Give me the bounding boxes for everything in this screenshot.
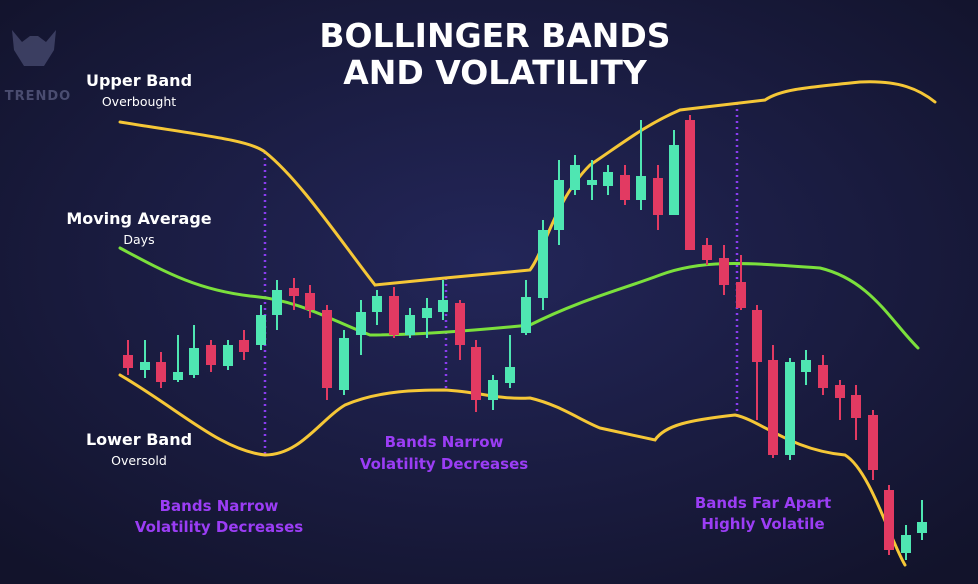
candle xyxy=(554,160,564,245)
candle xyxy=(917,500,927,540)
label-title: Upper Band xyxy=(86,71,192,90)
logo-text: TRENDO xyxy=(5,89,71,104)
candle xyxy=(884,485,894,555)
title-line: BOLLINGER BANDS xyxy=(319,16,670,55)
candle xyxy=(206,340,216,372)
label-title: Moving Average xyxy=(66,209,211,228)
candle xyxy=(289,278,299,310)
candle xyxy=(768,345,778,458)
candles xyxy=(123,115,927,560)
candle xyxy=(339,330,349,395)
candle xyxy=(123,340,133,375)
candle xyxy=(356,300,366,355)
lower-band xyxy=(118,373,907,567)
candle xyxy=(851,385,861,440)
candle xyxy=(702,238,712,265)
candle xyxy=(818,355,828,395)
candle xyxy=(422,298,432,338)
candle xyxy=(736,255,746,310)
candle xyxy=(719,245,729,295)
candle xyxy=(801,350,811,385)
candle xyxy=(272,280,282,330)
candle xyxy=(587,160,597,200)
annotation: Bands Narrow xyxy=(385,433,504,451)
candle xyxy=(752,305,762,420)
candle xyxy=(785,358,795,460)
logo-icon xyxy=(12,30,56,66)
candle xyxy=(173,335,183,382)
candle xyxy=(620,165,630,205)
annotation: Bands Far Apart xyxy=(695,494,831,512)
candle xyxy=(322,305,332,400)
candle xyxy=(156,352,166,388)
candle xyxy=(471,340,481,412)
candle xyxy=(505,335,515,388)
candle xyxy=(603,165,613,195)
candle xyxy=(653,165,663,230)
upper-band xyxy=(118,80,937,287)
candle xyxy=(538,220,548,310)
candle xyxy=(685,115,695,250)
guides xyxy=(263,103,739,455)
candle xyxy=(305,285,315,318)
candle xyxy=(372,290,382,325)
annotation: Bands Narrow xyxy=(160,497,279,515)
annotation: Volatility Decreases xyxy=(360,455,528,473)
candle xyxy=(239,330,249,360)
logo: TRENDO xyxy=(5,30,71,104)
annotation: Volatility Decreases xyxy=(135,518,303,536)
candle xyxy=(405,308,415,338)
candle xyxy=(389,287,399,338)
candle xyxy=(140,340,150,378)
candle xyxy=(570,155,580,195)
candle xyxy=(636,120,646,210)
candle xyxy=(521,280,531,335)
label-subtitle: Days xyxy=(123,232,154,247)
candle xyxy=(488,375,498,410)
candle xyxy=(256,305,266,350)
label-subtitle: Overbought xyxy=(102,94,176,109)
title-line: AND VOLATILITY xyxy=(343,53,648,92)
annotation: Highly Volatile xyxy=(701,515,824,533)
label-subtitle: Oversold xyxy=(111,453,167,468)
candle xyxy=(455,300,465,360)
candle xyxy=(835,380,845,420)
candle xyxy=(438,280,448,320)
label-title: Lower Band xyxy=(86,430,192,449)
candle xyxy=(669,130,679,215)
candle xyxy=(868,410,878,480)
candle xyxy=(901,525,911,560)
candle xyxy=(189,325,199,378)
candle xyxy=(223,340,233,370)
